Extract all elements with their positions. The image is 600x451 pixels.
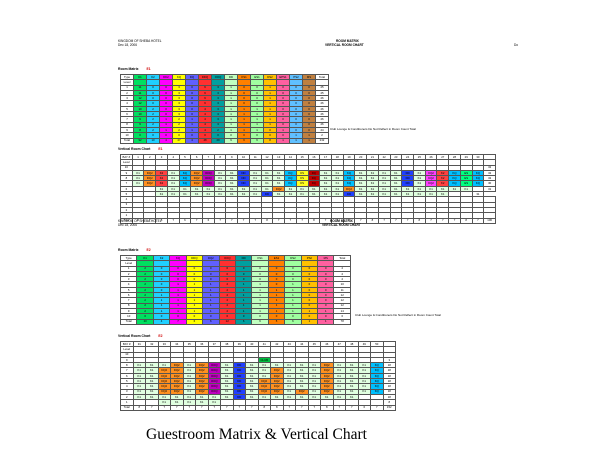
chart-total-cell: 7 — [401, 217, 414, 224]
matrix-total-cell: 5 — [267, 318, 286, 325]
chart-total-cell: 6 — [202, 217, 215, 224]
chart-total-cell: 7 — [436, 217, 450, 224]
matrix-total-cell: 1 — [302, 137, 316, 144]
matrix-total-cell: 6 — [284, 318, 302, 325]
doc-title-1: ROOM MATRIX — [336, 39, 359, 43]
date-2: Dec 18, 2006 — [118, 223, 137, 227]
chart-total-cell: 7 — [232, 404, 246, 411]
matrix-total-cell: 9 — [224, 137, 238, 144]
chart-total-cell: 7 — [345, 404, 359, 411]
chart-total-cell: 7 — [307, 404, 321, 411]
chart-total-cell: 7 — [448, 217, 461, 224]
chart-total-cell: 7 — [471, 217, 485, 224]
matrix-total-cell: 10 — [146, 137, 160, 144]
chart-total-cell: 6 — [178, 217, 192, 224]
matrix-total-cell: 29 — [211, 137, 225, 144]
doc-subtitle-2: VERTICAL ROOM CHART — [322, 223, 361, 227]
chart-total-label: Total — [120, 404, 134, 411]
matrix-note-2: Club Lounge & Conditioners Do Not Reflec… — [355, 313, 441, 317]
matrix-total-cell: 48 — [198, 137, 212, 144]
doc-subtitle-1: VERTICAL ROOM CHART — [325, 43, 364, 47]
chart-total-cell: 7 — [245, 404, 259, 411]
matrix-total-cell: 1 — [317, 318, 335, 325]
chart-total-cell: 7 — [424, 217, 438, 224]
page-number-1: Do — [514, 43, 519, 47]
chart-total-cell: 8 — [270, 404, 284, 411]
matrix-total-cell: 4 — [185, 137, 199, 144]
chart-total-cell: 7 — [370, 404, 384, 411]
chart-total-cell: 8 — [459, 217, 473, 224]
matrix-total-cell: 1 — [276, 137, 290, 144]
chart-row-total: 31 — [483, 185, 496, 193]
chart-total-cell: 7 — [220, 404, 234, 411]
chart-total-cell: 7 — [284, 217, 297, 224]
matrix-label-2: Room Matrix E2 — [118, 248, 151, 252]
matrix-note-1: Club Lounge & Conditioners Do Not Reflec… — [330, 127, 416, 131]
chart-total-cell: 7 — [190, 217, 204, 224]
vertical-chart-1: BAY #1 2 3 4 5 6 7 8 9 10 11 12 13 14 15 16 17 18 19 20 21 22… — [120, 153, 496, 224]
chart-total-cell: 7 — [166, 217, 180, 224]
chart-label-1: Vertical Room Chart E1 — [118, 147, 163, 151]
chart-total-cell: 7 — [389, 217, 403, 224]
matrix-total-cell: 6 — [251, 318, 269, 325]
chart-total-cell: 7 — [237, 217, 250, 224]
chart-label-2: Vertical Room Chart E2 — [118, 334, 163, 338]
matrix-total-cell: Total — [119, 318, 138, 325]
chart-total-cell: 7 — [332, 404, 346, 411]
matrix-total-cell: 6 — [185, 318, 204, 325]
chart-total-cell: 7 — [207, 404, 221, 411]
vertical-chart-2: BAY #31 32 33 34 35 36 37 38 39 40 41 42 43 44 45 46 47 4… — [120, 340, 396, 411]
matrix-total-cell: 4 — [152, 318, 171, 325]
chart-total-cell: 8 — [366, 217, 379, 224]
chart-total-cell: 7 — [195, 404, 209, 411]
doc-title-2: ROOM MATRIX — [330, 219, 353, 223]
chart-total-cell: 7 — [272, 217, 286, 224]
matrix-total-cell: 27 — [172, 137, 186, 144]
chart-total-cell: 7 — [248, 217, 262, 224]
matrix-total-cell: 8 — [263, 137, 277, 144]
room-matrix-1: Type K1 K2 DK2 KQ DQ DDQ OOQ DD KS1 ES1 DS2 EPS1 PS2 M… — [120, 73, 329, 144]
chart-total-cell: 7 — [157, 404, 171, 411]
matrix-total-cell: Total — [120, 137, 134, 144]
chart-total-cell: 7 — [213, 217, 227, 224]
matrix-label-1: Room Matrix E1 — [118, 67, 151, 71]
matrix-total-cell: 1 — [289, 137, 303, 144]
date-1: Dec 18, 2006 — [118, 43, 137, 47]
matrix-total-cell: 232 — [315, 137, 329, 144]
chart-total-cell: 7 — [295, 404, 309, 411]
chart-total-cell: 8 — [132, 404, 146, 411]
matrix-total-cell: 6 — [202, 318, 220, 325]
hotel-name-1: KINGDOM OF SHEBA HOTEL — [118, 39, 162, 43]
matrix-total-cell: 78 — [333, 318, 351, 325]
chart-total-cell: 6 — [357, 404, 371, 411]
chart-total-cell: 7 — [225, 217, 239, 224]
room-matrix-2: Type K1 K2 KQ DDQ DQ2 OOQ DD KS1 ES1 DS2 PS2 MS Total… — [119, 254, 351, 325]
matrix-total-cell: 6 — [237, 137, 251, 144]
chart-total-cell: 7 — [182, 404, 196, 411]
chart-total-cell: 8 — [257, 404, 271, 411]
chart-total-cell: 7 — [377, 217, 391, 224]
chart-total-cell: 7 — [282, 404, 296, 411]
chart-total-cell: 8 — [412, 217, 426, 224]
chart-grand-total: 106 — [483, 217, 496, 224]
chart-total-cell: 8 — [320, 404, 334, 411]
chart-total-cell: 7 — [295, 217, 309, 224]
chart-total-cell: 8 — [307, 217, 321, 224]
matrix-total-cell: 7 — [169, 318, 187, 325]
slide-caption: Guestroom Matrix & Vertical Chart — [146, 426, 367, 443]
chart-total-cell: 7 — [145, 404, 159, 411]
chart-grand-total: 152 — [382, 404, 396, 411]
matrix-total-cell: 6 — [234, 318, 253, 325]
matrix-total-cell: 92 — [133, 137, 147, 144]
matrix-total-cell: 6 — [250, 137, 264, 144]
matrix-total-cell: 4 — [159, 137, 173, 144]
matrix-total-cell: 20 — [136, 318, 154, 325]
hotel-name-2: KINGDOM OF SHEBA HOTEL — [118, 219, 162, 223]
chart-total-cell: 8 — [260, 217, 274, 224]
chart-total-cell: 7 — [170, 404, 184, 411]
matrix-total-cell: 1 — [300, 318, 319, 325]
matrix-total-cell: 12 — [218, 318, 236, 325]
